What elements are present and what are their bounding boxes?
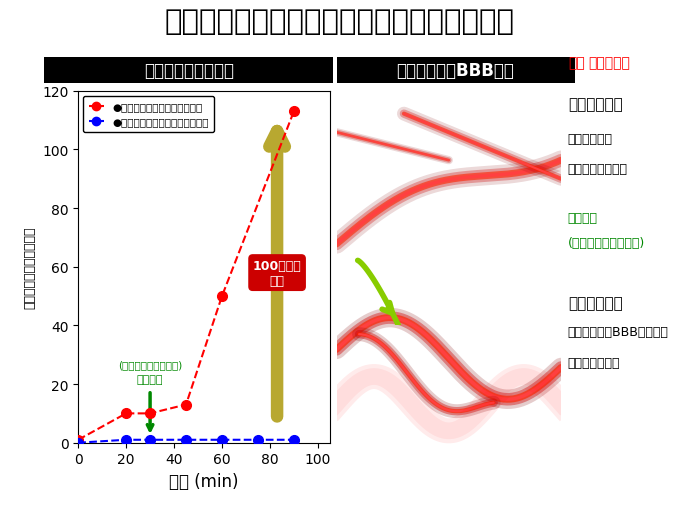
Text: 外部刺激後：: 外部刺激後：	[568, 295, 623, 310]
Text: 赤：: 赤：	[568, 56, 585, 70]
Text: 脳実質中を拡散: 脳実質中を拡散	[568, 356, 620, 369]
Y-axis label: 脳への集積量（相対値）: 脳への集積量（相対値）	[24, 226, 37, 308]
Text: ナノマシンがBBBを通過し: ナノマシンがBBBを通過し	[568, 326, 668, 338]
Text: 血流中のみに: 血流中のみに	[568, 132, 613, 145]
Text: ナノマシンが存在: ナノマシンが存在	[568, 163, 628, 176]
Legend: ●：グルコース結合ナノマシン, ●：グルコース非結合ナノマシン: ●：グルコース結合ナノマシン, ●：グルコース非結合ナノマシン	[84, 97, 214, 132]
Text: ナノマシン投与60分後: ナノマシン投与60分後	[343, 283, 413, 293]
Text: 外部刺激: 外部刺激	[137, 374, 163, 384]
Text: 外部刺激に応答して脳へ集積するナノマシン: 外部刺激に応答して脳へ集積するナノマシン	[165, 8, 515, 36]
Text: (グルコース溶液投与): (グルコース溶液投与)	[568, 237, 645, 249]
Text: (グルコース溶液投与): (グルコース溶液投与)	[118, 360, 182, 370]
Text: 外部刺激前：: 外部刺激前：	[568, 97, 623, 111]
X-axis label: 時間 (min): 時間 (min)	[169, 472, 239, 490]
Text: ナノマシン投与10分後: ナノマシン投与10分後	[343, 92, 413, 102]
Text: ナノマシンのBBB通過: ナノマシンのBBB通過	[396, 62, 515, 80]
Text: ナノマシン: ナノマシン	[588, 56, 630, 70]
Text: 100倍以上
増加: 100倍以上 増加	[253, 259, 301, 287]
Text: 外部刺激: 外部刺激	[568, 211, 598, 224]
Text: ナノマシンの脳集積: ナノマシンの脳集積	[143, 62, 234, 80]
